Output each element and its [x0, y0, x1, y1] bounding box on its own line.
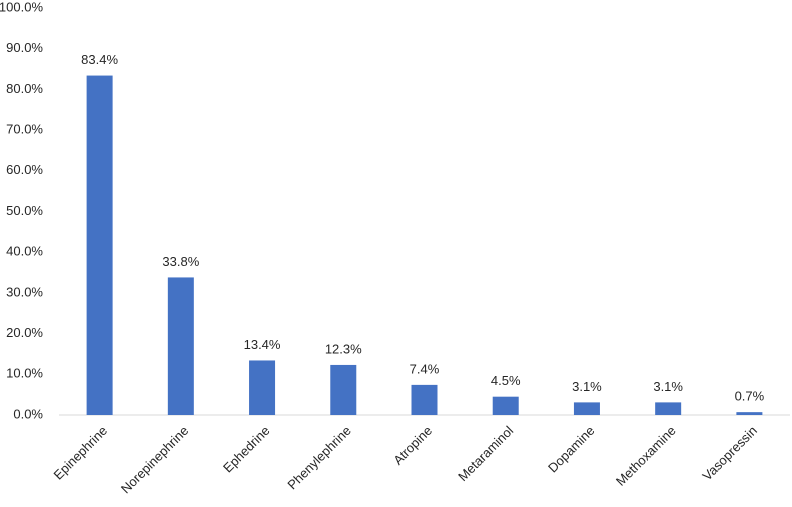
value-label: 12.3%	[325, 341, 362, 356]
x-tick-label: Vasopressin	[699, 423, 760, 484]
y-tick-label: 60.0%	[6, 162, 43, 177]
x-tick-label: Norepinephrine	[118, 423, 191, 496]
bar	[736, 412, 763, 415]
y-tick-label: 0.0%	[13, 406, 43, 421]
value-label: 83.4%	[81, 52, 118, 67]
x-tick-label: Ephedrine	[220, 423, 273, 476]
bar	[411, 384, 438, 415]
value-label: 7.4%	[410, 361, 440, 376]
value-label: 4.5%	[491, 373, 521, 388]
bar	[573, 402, 600, 415]
x-tick-label: Atropine	[390, 423, 435, 468]
x-tick-label: Epinephrine	[50, 423, 110, 483]
y-tick-label: 50.0%	[6, 203, 43, 218]
value-label: 3.1%	[653, 379, 683, 394]
value-label: 33.8%	[162, 254, 199, 269]
y-tick-label: 80.0%	[6, 81, 43, 96]
y-tick-label: 20.0%	[6, 325, 43, 340]
y-tick-label: 40.0%	[6, 244, 43, 259]
bar	[492, 396, 519, 415]
y-tick-label: 100.0%	[0, 0, 43, 14]
value-label: 13.4%	[244, 337, 281, 352]
y-tick-label: 30.0%	[6, 284, 43, 299]
bar	[655, 402, 682, 415]
bar	[330, 364, 357, 415]
value-label: 3.1%	[572, 379, 602, 394]
x-tick-label: Dopamine	[545, 423, 598, 476]
bar	[167, 277, 194, 415]
y-tick-label: 10.0%	[6, 366, 43, 381]
value-label: 0.7%	[735, 389, 765, 404]
x-tick-label: Methoxamine	[613, 423, 679, 489]
y-tick-label: 90.0%	[6, 40, 43, 55]
bar	[249, 360, 276, 415]
bar	[86, 75, 113, 415]
y-tick-label: 70.0%	[6, 122, 43, 137]
x-tick-label: Phenylephrine	[284, 423, 353, 492]
x-tick-label: Metaraminol	[455, 423, 516, 484]
